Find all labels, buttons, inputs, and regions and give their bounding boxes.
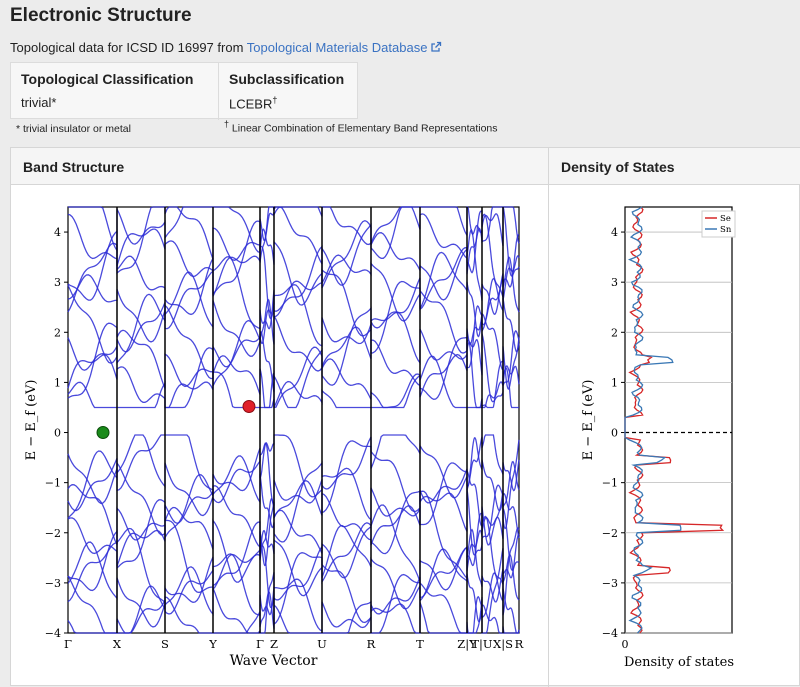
x-tick-label: R <box>515 637 524 651</box>
y-tick-label: −3 <box>602 577 618 590</box>
x-tick-label: Z <box>270 637 278 651</box>
classification-table: Topological Classification trivial* Subc… <box>10 62 358 120</box>
x-tick-label: Y <box>208 637 217 651</box>
x-tick-label: U <box>317 637 327 651</box>
x-axis-label: Density of states <box>624 655 734 670</box>
topological-source-text: Topological data for ICSD ID 16997 from <box>10 40 247 55</box>
x-tick-label: X|S <box>493 637 513 652</box>
y-tick-label: 0 <box>54 427 61 440</box>
y-tick-label: 0 <box>611 427 618 440</box>
subclassification-value: LCEBR† <box>229 95 278 112</box>
y-tick-label: 2 <box>611 326 618 339</box>
trivial-footnote: * trivial insulator or metal <box>16 123 131 135</box>
external-link-icon <box>431 41 442 52</box>
classification-cell: Topological Classification trivial* <box>11 63 219 120</box>
density-of-states-title: Density of States <box>561 159 675 175</box>
lcebr-footnote: † Linear Combination of Elementary Band … <box>224 119 498 135</box>
panel-header <box>11 148 800 185</box>
band-structure-title: Band Structure <box>23 159 125 175</box>
subclassification-header: Subclassification <box>229 71 345 87</box>
subclassification-cell: Subclassification LCEBR† <box>219 63 357 120</box>
topological-source-line: Topological data for ICSD ID 16997 from … <box>10 40 442 55</box>
y-axis-label: E − E_f (eV) <box>581 380 596 461</box>
topological-classification-value: trivial* <box>21 95 57 110</box>
y-tick-label: 3 <box>54 276 61 289</box>
y-tick-label: 1 <box>611 376 618 389</box>
page-title: Electronic Structure <box>10 5 192 26</box>
legend-label: Se <box>720 214 731 224</box>
y-tick-label: −4 <box>602 627 618 640</box>
dos-series-sn <box>624 206 682 634</box>
y-tick-label: −3 <box>45 577 61 590</box>
y-tick-label: 2 <box>54 326 61 339</box>
plot-frame <box>67 206 520 634</box>
electronic-structure-panel: Band Structure Density of States −4 −3 −2−… <box>10 147 800 687</box>
x-tick-label: R <box>367 637 376 651</box>
plot-frame <box>624 206 733 634</box>
conduction-band-min-marker <box>242 399 256 413</box>
x-tick-label: X <box>113 637 122 651</box>
y-tick-label: −2 <box>602 527 618 540</box>
y-tick-label: −4 <box>45 627 61 640</box>
x-tick-label: Z|Y <box>457 637 477 652</box>
valence-band-max-marker <box>96 426 110 440</box>
legend-label: Sn <box>720 225 732 235</box>
y-tick-label: −1 <box>45 477 61 490</box>
y-tick-label: 1 <box>54 376 61 389</box>
x-tick-label: T|U <box>471 637 493 652</box>
y-axis-label: E − E_f (eV) <box>24 380 39 461</box>
y-tick-label: −1 <box>602 477 618 490</box>
x-axis-label: Wave Vector <box>230 653 318 669</box>
x-tick-label: Γ <box>64 637 72 651</box>
topological-classification-header: Topological Classification <box>21 71 194 87</box>
y-tick-label: 3 <box>611 276 618 289</box>
y-tick-label: 4 <box>611 226 618 239</box>
y-tick-label: 4 <box>54 226 61 239</box>
y-tick-label: −2 <box>45 527 61 540</box>
x-tick-label: S <box>161 637 169 651</box>
panel-divider <box>548 148 549 687</box>
x-tick-label: 0 <box>622 638 629 651</box>
x-tick-label: Γ <box>256 637 264 651</box>
topological-database-link[interactable]: Topological Materials Database <box>247 40 443 55</box>
x-tick-label: T <box>416 637 424 651</box>
legend-box <box>701 210 736 238</box>
